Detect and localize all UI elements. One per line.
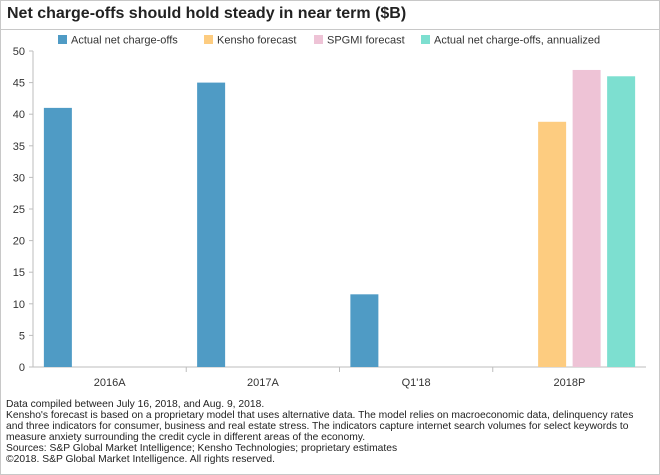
bar <box>43 107 72 367</box>
y-tick-label: 10 <box>13 299 25 311</box>
y-tick-label: 45 <box>13 78 25 90</box>
bar <box>538 121 567 367</box>
y-tick-label: 15 <box>13 267 25 279</box>
legend-swatch <box>314 35 323 44</box>
y-tick-label: 50 <box>13 46 25 58</box>
bar <box>197 82 226 367</box>
x-tick-label: Q1'18 <box>402 377 431 389</box>
note-line: Data compiled between July 16, 2018, and… <box>6 399 265 410</box>
legend-swatch <box>204 35 213 44</box>
note-line: and three indicators for consumer, busin… <box>6 421 629 432</box>
y-tick-label: 5 <box>19 330 25 342</box>
note-line: Sources: S&P Global Market Intelligence;… <box>6 443 398 454</box>
legend-label: SPGMI forecast <box>327 35 405 47</box>
y-tick-label: 40 <box>13 109 25 121</box>
note-line: Kensho's forecast is based on a propriet… <box>6 410 634 421</box>
legend-swatch <box>421 35 430 44</box>
y-tick-label: 25 <box>13 204 25 216</box>
bar-chart: 0 5 10 15 20 25 30 35 40 45 50 2016A 2017A Q1'18 2018P… <box>13 35 646 389</box>
note-line: measure anxiety surrounding the credit c… <box>6 432 366 443</box>
legend-label: Actual net charge-offs, annualized <box>434 35 600 47</box>
y-tick-label: 30 <box>13 172 25 184</box>
legend-label: Actual net charge-offs <box>71 35 178 47</box>
y-tick-label: 0 <box>19 362 25 374</box>
x-tick-label: 2016A <box>94 377 126 389</box>
bar <box>607 76 636 367</box>
y-tick-label: 20 <box>13 236 25 248</box>
y-tick-label: 35 <box>13 141 25 153</box>
bar <box>350 294 379 367</box>
x-tick-label: 2018P <box>553 377 585 389</box>
chart-title: Net charge-offs should hold steady in ne… <box>7 5 407 22</box>
bar <box>572 69 601 368</box>
source-notes: Data compiled between July 16, 2018, and… <box>6 399 656 465</box>
legend-swatch <box>58 35 67 44</box>
legend-label: Kensho forecast <box>217 35 297 47</box>
note-line: ©2018. S&P Global Market Intelligence. A… <box>6 454 275 465</box>
x-tick-label: 2017A <box>247 377 279 389</box>
title-bar: Net charge-offs should hold steady in ne… <box>1 1 659 30</box>
